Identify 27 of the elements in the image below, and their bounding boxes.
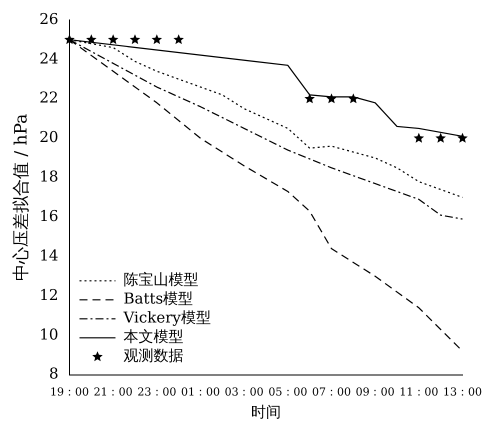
x-tick-label: 21：00 [94, 385, 133, 398]
y-tick-label: 16 [39, 207, 58, 225]
y-tick-label: 12 [39, 286, 58, 304]
x-tick-label: 03：00 [224, 385, 264, 398]
y-axis-title: 中心压差拟合值 / hPa [12, 114, 32, 282]
x-tick-label: 23：00 [137, 385, 176, 398]
legend-label: 观测数据 [123, 346, 184, 365]
legend-label: Vickery模型 [122, 308, 211, 327]
legend-label: 本文模型 [123, 328, 184, 346]
legend-label: Batts模型 [123, 290, 194, 308]
x-tick-label: 11：00 [399, 385, 438, 398]
y-tick-label: 20 [39, 128, 58, 146]
y-tick-label: 14 [39, 246, 58, 264]
x-tick-label: 13：00 [443, 385, 482, 398]
x-tick-label: 07：00 [312, 385, 351, 398]
x-tick-label: 09：00 [356, 385, 395, 398]
y-tick-label: 18 [39, 168, 58, 186]
x-tick-label: 01：00 [180, 385, 220, 398]
y-tick-label: 26 [39, 10, 58, 28]
legend-label: 陈宝山模型 [123, 270, 198, 289]
y-tick-label: 10 [39, 325, 58, 344]
y-tick-label: 24 [39, 49, 58, 68]
x-tick-label: 05：00 [268, 385, 308, 398]
y-tick-label: 22 [39, 88, 58, 107]
x-axis-title: 时间 [250, 402, 281, 421]
y-tick-label: 8 [48, 364, 58, 383]
x-tick-label: 19：00 [50, 385, 89, 398]
